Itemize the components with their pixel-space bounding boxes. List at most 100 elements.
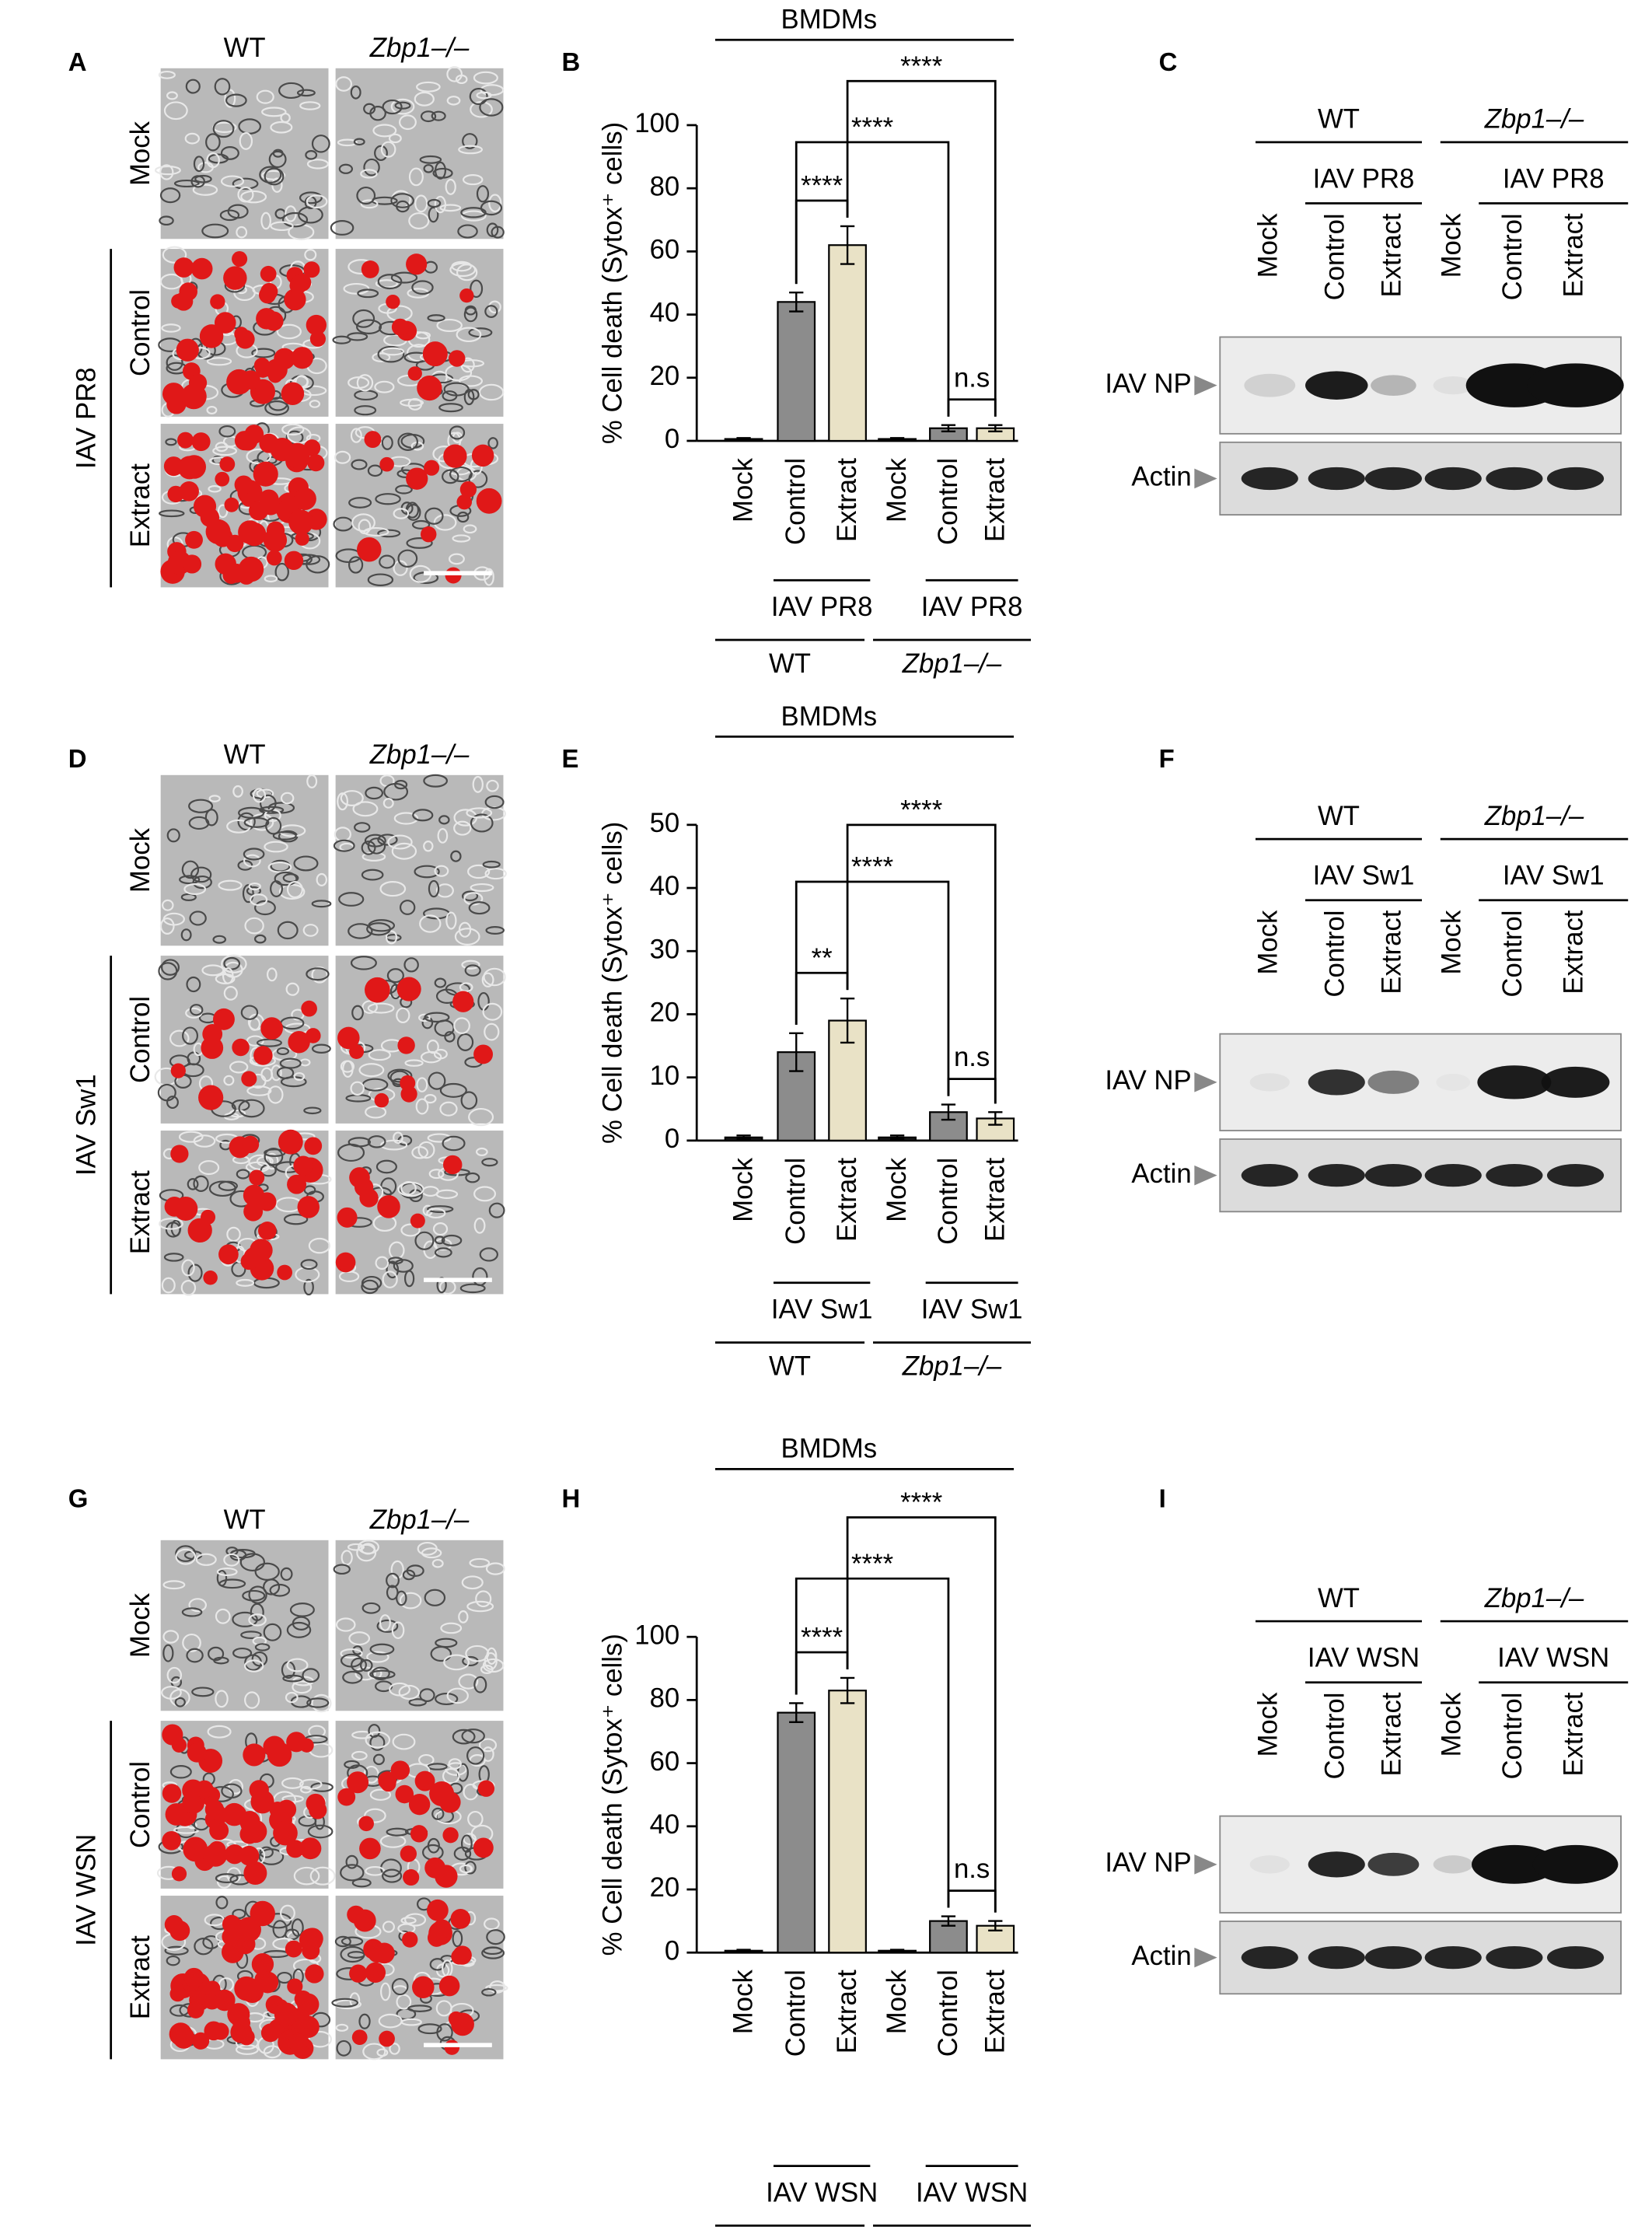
cell (333, 1564, 351, 1575)
dead-cell (400, 1845, 417, 1862)
blot-band (1424, 1164, 1482, 1187)
western-blot: WT IAV PR8 Zbp1–/– IAV PR8 Mock Control Extrac… (1105, 105, 1629, 516)
cell (442, 1767, 460, 1784)
blot-band (1472, 1844, 1557, 1884)
cell (439, 1082, 467, 1098)
dead-cell (254, 1970, 272, 1988)
dead-cell (179, 282, 198, 301)
cell (206, 357, 232, 366)
cell (436, 1277, 447, 1294)
chart-title: BMDMs (781, 5, 878, 35)
cell (204, 809, 218, 827)
cell (330, 220, 354, 236)
cell (279, 1057, 302, 1069)
cell (478, 1738, 498, 1753)
error-bar (889, 1949, 905, 1953)
blot-band (1546, 1945, 1605, 1970)
dead-cell (304, 1137, 323, 1155)
cell (488, 1202, 505, 1218)
cell (412, 809, 434, 822)
blot-band (1241, 1945, 1298, 1970)
condition-label: Mock (126, 827, 155, 893)
blot-band (1546, 1164, 1605, 1187)
cell (367, 1135, 386, 1148)
cell (372, 124, 397, 138)
cell (216, 1567, 238, 1577)
cell (356, 319, 382, 334)
dead-cell (400, 1085, 417, 1103)
cell (334, 1999, 362, 2010)
cell (486, 779, 499, 792)
cell (367, 837, 386, 855)
dead-cell (278, 1129, 303, 1155)
cell (208, 795, 221, 802)
cell (350, 956, 377, 970)
cell (157, 1083, 176, 1102)
dead-cell (243, 1247, 264, 1268)
cell (276, 323, 302, 340)
dead-cell (229, 1136, 251, 1159)
dead-cell (295, 531, 309, 546)
dead-cell (288, 1031, 310, 1054)
condition-label: Mock (126, 1592, 155, 1658)
micrograph-image (160, 1540, 332, 1713)
cell (393, 1259, 414, 1273)
dead-cell (420, 526, 437, 543)
dead-cell (250, 1790, 274, 1814)
blot-band (1305, 371, 1368, 400)
dead-cell (445, 567, 462, 584)
cell (281, 211, 309, 228)
blot-band (1532, 1844, 1619, 1884)
cell (458, 145, 484, 155)
cell (159, 509, 185, 518)
lane-label: Control (1320, 1693, 1350, 1780)
dead-cell (208, 1840, 226, 1859)
dead-cell (281, 382, 305, 405)
cell (457, 224, 478, 239)
cell (454, 928, 480, 945)
dead-cell (243, 1201, 264, 1222)
dead-cell (403, 1868, 420, 1886)
cell (276, 1971, 292, 1984)
x-tick-label: Mock (882, 457, 912, 523)
lane-label: Extract (1378, 1692, 1407, 1776)
cell (372, 352, 391, 362)
dead-cell (227, 1805, 247, 1824)
dead-cell (164, 1197, 185, 1217)
column-label: Zbp1–/– (369, 1505, 470, 1535)
dead-cell (289, 276, 307, 295)
cell (375, 493, 401, 505)
cell (462, 174, 484, 186)
cell (367, 573, 394, 587)
genotype-label: Zbp1–/– (1484, 1584, 1584, 1613)
significance-bracket (795, 1577, 950, 1908)
cell (386, 1260, 400, 1279)
cell (407, 2005, 432, 2012)
cell (424, 507, 444, 525)
significance-bracket (795, 1651, 849, 1695)
cell (450, 850, 462, 862)
panel-letter: F (1159, 744, 1175, 773)
cell (417, 2023, 442, 2035)
cell (448, 553, 465, 565)
significance-bracket (947, 1078, 997, 1104)
cell (193, 156, 205, 173)
significance-label: **** (900, 52, 942, 82)
cell (381, 347, 405, 356)
blot-band (1308, 1069, 1365, 1096)
cell (311, 1693, 332, 1713)
dead-cell (410, 1825, 428, 1843)
cell (398, 1684, 421, 1700)
cell (193, 1175, 209, 1192)
x-tick-label: Control (781, 1158, 811, 1245)
cell (306, 1697, 330, 1708)
cell (482, 1002, 503, 1021)
cell (309, 400, 321, 408)
cell (248, 1154, 272, 1170)
column-label: WT (224, 33, 266, 63)
dead-cell (260, 265, 277, 282)
dead-cell (379, 2030, 395, 2047)
cell (414, 1231, 435, 1250)
cell (388, 1257, 403, 1265)
cell (380, 1177, 397, 1196)
